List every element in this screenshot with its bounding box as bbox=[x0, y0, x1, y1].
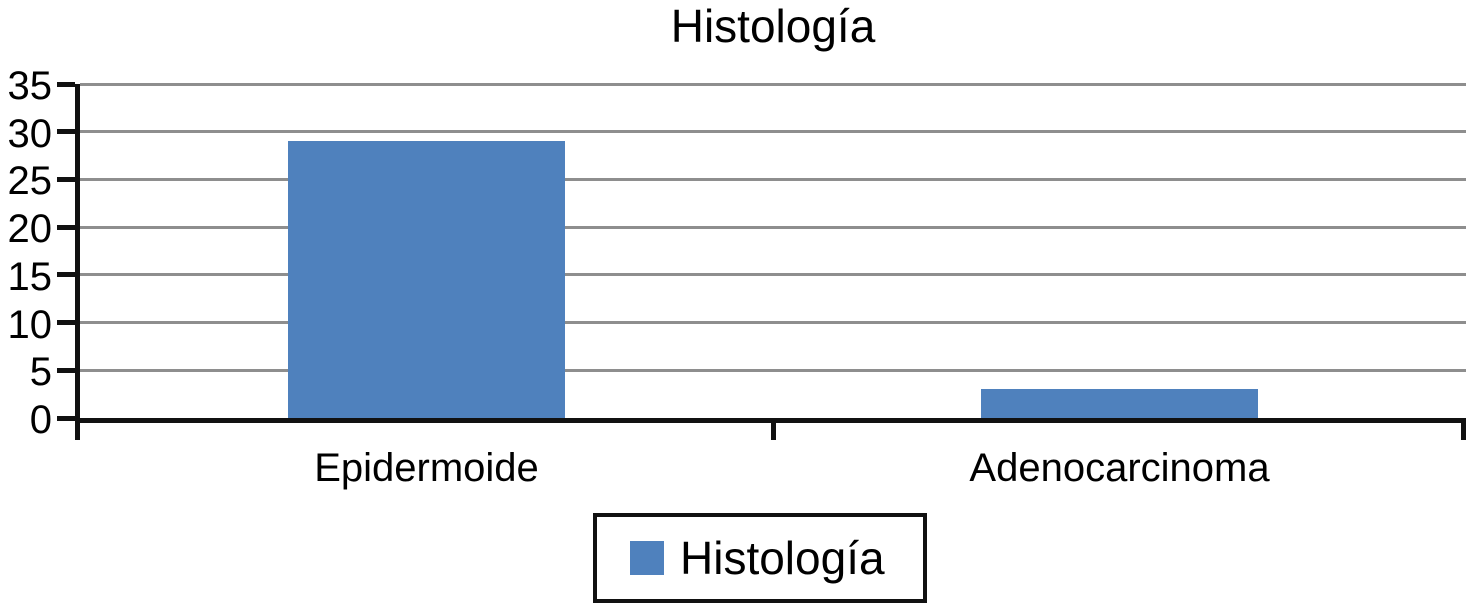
y-axis-label-35: 35 bbox=[7, 64, 53, 108]
chart-title: Histología bbox=[670, 0, 876, 52]
x-axis-label-adenocarcinoma: Adenocarcinoma bbox=[969, 446, 1270, 490]
gridline-35 bbox=[80, 82, 1466, 86]
y-axis-tick-10 bbox=[57, 320, 75, 326]
y-axis-label-30: 30 bbox=[7, 111, 53, 156]
gridline-20 bbox=[80, 225, 1466, 229]
legend: Histología bbox=[593, 513, 927, 603]
y-axis-label-15: 15 bbox=[7, 254, 53, 299]
legend-color-swatch bbox=[630, 541, 664, 575]
y-axis-tick-25 bbox=[57, 176, 75, 182]
bar-adenocarcinoma bbox=[981, 389, 1258, 418]
gridline-10 bbox=[80, 321, 1466, 325]
plot-area: 0 5 10 15 20 25 30 35 Epidermoide Adenocarcinoma bbox=[8, 64, 1466, 490]
gridline-5 bbox=[80, 368, 1466, 372]
x-axis-tick-0 bbox=[75, 418, 80, 440]
legend-label: Histología bbox=[680, 532, 885, 584]
x-axis-label-epidermoide: Epidermoide bbox=[314, 446, 539, 490]
y-axis-tick-30 bbox=[57, 129, 75, 135]
y-axis-tick-5 bbox=[57, 367, 75, 373]
gridline-30 bbox=[80, 130, 1466, 134]
y-axis-label-25: 25 bbox=[7, 159, 53, 204]
y-axis-tick-0 bbox=[57, 415, 75, 421]
y-axis-label-0: 0 bbox=[29, 398, 52, 442]
x-axis-tick-2 bbox=[1461, 418, 1466, 440]
gridline-15 bbox=[80, 273, 1466, 277]
gridline-25 bbox=[80, 177, 1466, 181]
y-axis-label-5: 5 bbox=[29, 350, 52, 395]
x-axis-tick-1 bbox=[770, 418, 776, 440]
y-axis-tick-15 bbox=[57, 272, 75, 278]
y-axis-label-20: 20 bbox=[7, 207, 53, 252]
bar-epidermoide bbox=[288, 141, 565, 418]
y-axis-label-10: 10 bbox=[7, 302, 53, 347]
y-axis-tick-35 bbox=[57, 81, 75, 87]
y-axis-tick-20 bbox=[57, 224, 75, 230]
